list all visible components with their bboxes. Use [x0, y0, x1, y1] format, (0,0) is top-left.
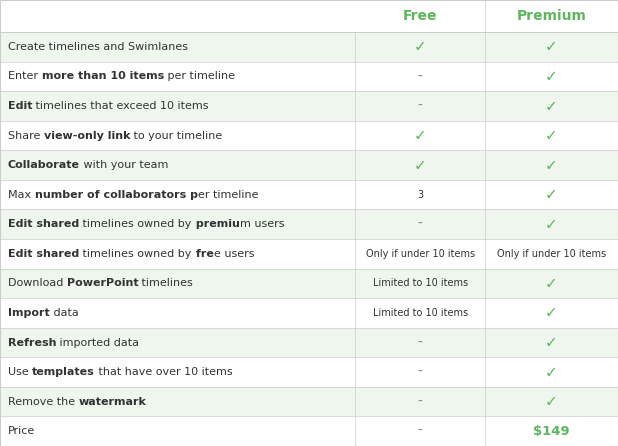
Bar — [0, 387, 618, 417]
Text: premiu: premiu — [192, 219, 240, 229]
Text: Share: Share — [8, 131, 44, 140]
Text: -: - — [418, 99, 423, 113]
Text: ✓: ✓ — [545, 157, 558, 173]
Text: ✓: ✓ — [545, 335, 558, 350]
Bar — [0, 150, 618, 180]
Text: Remove the: Remove the — [8, 396, 78, 407]
Text: Collaborate: Collaborate — [8, 160, 80, 170]
Text: Edit shared: Edit shared — [8, 249, 79, 259]
Text: timelines owned by: timelines owned by — [79, 219, 192, 229]
Bar — [0, 91, 618, 121]
Text: Enter: Enter — [8, 71, 41, 82]
Bar — [0, 417, 618, 446]
Text: er timeline: er timeline — [198, 190, 258, 200]
Text: -: - — [418, 424, 423, 438]
Bar — [0, 328, 618, 357]
Bar — [0, 268, 618, 298]
Text: Only if under 10 items: Only if under 10 items — [497, 249, 606, 259]
Text: ✓: ✓ — [545, 187, 558, 202]
Text: -: - — [418, 70, 423, 83]
Bar — [0, 210, 618, 239]
Text: Refresh: Refresh — [8, 338, 56, 347]
Text: data: data — [50, 308, 78, 318]
Text: m users: m users — [240, 219, 284, 229]
Bar — [0, 357, 618, 387]
Text: Import: Import — [8, 308, 50, 318]
Bar — [0, 298, 618, 328]
Text: templates: templates — [32, 367, 95, 377]
Text: Max: Max — [8, 190, 35, 200]
Bar — [0, 0, 618, 32]
Text: with your team: with your team — [80, 160, 168, 170]
Text: e users: e users — [213, 249, 254, 259]
Text: ✓: ✓ — [414, 128, 426, 143]
Text: ✓: ✓ — [414, 157, 426, 173]
Text: -: - — [418, 335, 423, 350]
Text: 3: 3 — [417, 190, 423, 200]
Text: that have over 10 items: that have over 10 items — [95, 367, 232, 377]
Text: to your timeline: to your timeline — [130, 131, 222, 140]
Text: number of collaborators p: number of collaborators p — [35, 190, 198, 200]
Text: ✓: ✓ — [414, 39, 426, 54]
Text: ✓: ✓ — [545, 276, 558, 291]
Text: timelines: timelines — [138, 278, 193, 289]
Text: Use: Use — [8, 367, 32, 377]
Text: Price: Price — [8, 426, 35, 436]
Text: PowerPoint: PowerPoint — [67, 278, 138, 289]
Text: Edit shared: Edit shared — [8, 219, 79, 229]
Text: timelines that exceed 10 items: timelines that exceed 10 items — [33, 101, 209, 111]
Text: ✓: ✓ — [545, 364, 558, 380]
Text: ✓: ✓ — [545, 128, 558, 143]
Text: Premium: Premium — [517, 9, 586, 23]
Text: Only if under 10 items: Only if under 10 items — [366, 249, 475, 259]
Text: Download: Download — [8, 278, 67, 289]
Text: ✓: ✓ — [545, 306, 558, 321]
Text: -: - — [418, 365, 423, 379]
Text: Create timelines and Swimlanes: Create timelines and Swimlanes — [8, 42, 188, 52]
Text: Free: Free — [403, 9, 438, 23]
Text: Limited to 10 items: Limited to 10 items — [373, 308, 468, 318]
Text: imported data: imported data — [56, 338, 140, 347]
Text: timelines owned by: timelines owned by — [79, 249, 192, 259]
Text: ✓: ✓ — [545, 99, 558, 114]
Text: view-only link: view-only link — [44, 131, 130, 140]
Text: -: - — [418, 217, 423, 231]
Text: ✓: ✓ — [545, 394, 558, 409]
Text: fre: fre — [192, 249, 213, 259]
Bar — [0, 32, 618, 62]
Bar — [0, 180, 618, 210]
Text: more than 10 items: more than 10 items — [41, 71, 164, 82]
Text: per timeline: per timeline — [164, 71, 235, 82]
Text: -: - — [418, 395, 423, 409]
Text: watermark: watermark — [78, 396, 146, 407]
Text: ✓: ✓ — [545, 69, 558, 84]
Text: Limited to 10 items: Limited to 10 items — [373, 278, 468, 289]
Text: Edit: Edit — [8, 101, 33, 111]
Bar — [0, 62, 618, 91]
Bar — [0, 121, 618, 150]
Text: ✓: ✓ — [545, 217, 558, 232]
Text: $149: $149 — [533, 425, 570, 438]
Text: ✓: ✓ — [545, 39, 558, 54]
Bar — [0, 239, 618, 268]
